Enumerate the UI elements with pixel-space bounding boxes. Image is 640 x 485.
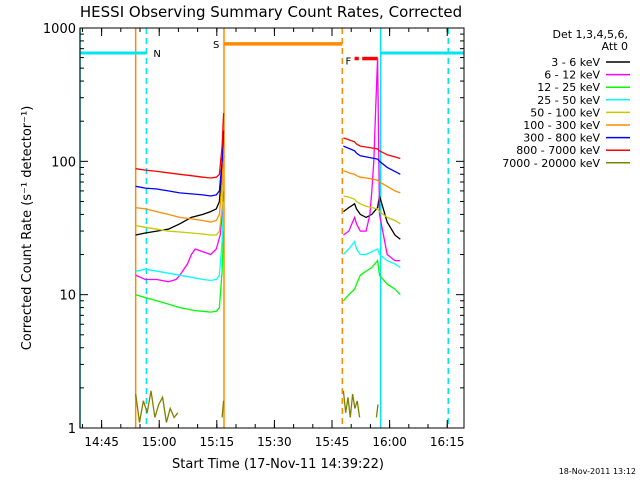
legend-label-2: 12 - 25 keV (537, 81, 600, 94)
series-3 (135, 201, 401, 282)
series-6-segment-0 (135, 130, 225, 197)
x-tick-label-2: 15:15 (200, 435, 235, 449)
series-2 (135, 231, 401, 313)
flag-label-N: N (153, 49, 160, 60)
x-tick-label-6: 16:15 (430, 435, 465, 449)
observing-flags: N S F (79, 28, 464, 428)
series-5-segment-0 (135, 150, 225, 223)
series-8-segment-3 (375, 404, 379, 418)
x-tick-label-0: 14:45 (84, 435, 119, 449)
y-tick-label-0: 1 (68, 422, 76, 437)
series-4 (135, 174, 401, 236)
series-8-segment-1 (221, 400, 225, 418)
series-1-segment-0 (135, 190, 225, 283)
series-6-segment-1 (343, 145, 401, 175)
x-axis: 14:45 15:00 15:15 15:30 15:45 16:00 16:15 (81, 28, 465, 449)
plot-frame (79, 27, 465, 429)
legend-label-6: 300 - 800 keV (523, 132, 600, 145)
legend-header-line-2: Att 0 (602, 40, 628, 53)
series-3-segment-1 (342, 240, 401, 269)
legend-label-3: 25 - 50 keV (537, 94, 600, 107)
x-axis-label: Start Time (17-Nov-11 14:39:22) (172, 457, 384, 472)
series-5 (135, 150, 401, 223)
series-7 (135, 113, 401, 179)
y-tick-label-3: 1000 (43, 22, 76, 37)
series-8-segment-0 (135, 390, 179, 423)
flag-label-S: S (213, 40, 219, 51)
series-layer (135, 57, 401, 423)
series-8 (135, 390, 379, 423)
x-tick-label-3: 15:30 (257, 435, 292, 449)
series-6 (135, 130, 401, 197)
series-4-segment-0 (135, 174, 225, 236)
series-8-segment-2 (342, 390, 361, 418)
series-0-segment-0 (135, 155, 225, 236)
series-7-segment-0 (135, 113, 225, 179)
y-axis-label: Corrected Count Rate (s⁻¹ detector⁻¹) (20, 106, 35, 351)
footer-date: 18-Nov-2011 13:12 (559, 467, 636, 476)
legend-label-4: 50 - 100 keV (530, 106, 600, 119)
legend-label-5: 100 - 300 keV (523, 119, 600, 132)
series-7-segment-1 (343, 137, 401, 160)
y-tick-label-2: 100 (51, 155, 76, 170)
series-0-segment-1 (343, 195, 401, 240)
y-tick-label-1: 10 (59, 289, 76, 304)
legend-label-8: 7000 - 20000 keV (502, 157, 600, 170)
series-5-segment-1 (343, 170, 401, 194)
series-0 (135, 155, 401, 240)
x-tick-label-5: 16:00 (372, 435, 407, 449)
legend-label-0: 3 - 6 keV (551, 56, 600, 69)
y-axis: 1 10 100 1000 (43, 22, 464, 437)
series-1 (135, 57, 401, 283)
legend-header-line-1: Det 1,3,4,5,6, (552, 28, 628, 41)
series-4-segment-1 (343, 195, 401, 225)
series-2-segment-0 (135, 231, 225, 313)
x-tick-label-4: 15:45 (315, 435, 350, 449)
x-tick-label-1: 15:00 (142, 435, 177, 449)
series-1-segment-1 (343, 57, 401, 262)
legend-label-7: 800 - 7000 keV (516, 144, 600, 157)
series-3-segment-0 (135, 201, 225, 282)
legend-label-1: 6 - 12 keV (544, 69, 600, 82)
series-2-segment-1 (342, 259, 401, 302)
flag-label-F: F (346, 57, 352, 68)
chart-title: HESSI Observing Summary Count Rates, Cor… (80, 3, 462, 21)
